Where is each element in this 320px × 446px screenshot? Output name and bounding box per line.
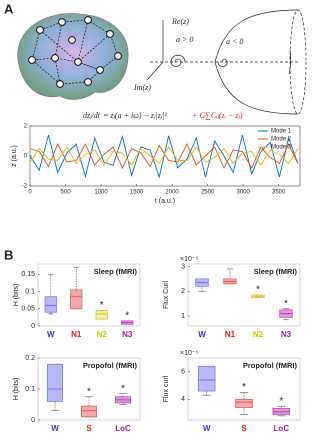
significance-marker: * [256,285,260,296]
x-tick-label: 2500 [201,190,215,196]
x-tick-label: LoC [274,424,290,433]
y-axis-label: H (bits) [13,378,20,401]
chart-title: Sleep (fMRI) [94,267,138,276]
y-tick-label: -2 [22,184,28,190]
annotation: a < 0 [226,37,243,46]
chart-title: Propofol (fMRI) [243,361,298,370]
equation: + G∑Cᵢⱼ(zᵢ − zⱼ) [192,111,243,120]
axis-exponent: ×10⁻⁵ [180,350,199,357]
y-tick-label: 2 [181,288,185,295]
y-tick-label: 0.1 [25,386,35,393]
x-tick-label: S [86,424,92,433]
equation: dzⱼ/dt [83,111,101,120]
y-tick-label: 0 [31,323,35,330]
box [80,405,97,418]
x-tick-label: N2 [97,330,108,339]
plot-frame [187,357,301,421]
y-tick-label: 4 [181,396,185,403]
significance-marker: * [125,310,129,321]
legend-label: Mode 3 [271,145,292,151]
brain-illustration [17,13,129,100]
axis-label: Im(z) [133,83,151,92]
x-tick-label: W [51,424,59,433]
panel-label: B [4,247,13,262]
plot-frame [37,263,141,327]
x-tick-label: W [47,330,55,339]
x-tick-label: 3000 [236,190,250,196]
axis-exponent: ×10⁻⁵ [180,256,199,263]
y-tick-label: 0.05 [21,306,35,313]
box [44,296,57,313]
significance-marker: * [279,396,283,407]
y-axis-label: Flux curl [163,375,170,402]
x-tick-label: N1 [225,330,236,339]
y-tick-label: 0.15 [21,271,35,278]
significance-marker: * [284,298,288,309]
y-axis-label: z (a.u.) [11,145,18,167]
complex-plane [146,9,307,115]
figure: A Re(z) Im(z) a > 0 a < 0 dzⱼ/dt = zⱼ(a … [4,1,307,433]
box [197,365,216,392]
significance-marker: * [121,383,125,394]
significance-marker: * [100,300,104,311]
legend-label: Mode 1 [271,129,292,135]
y-tick-label: 6 [181,369,185,376]
x-tick-label: 0 [28,190,32,196]
legend-label: Mode 2 [271,137,292,143]
box [46,363,63,402]
chart-title: Propofol (fMRI) [83,361,138,370]
plot-frame [187,263,301,327]
x-tick-label: 1500 [130,190,144,196]
box [70,289,83,310]
data-line [29,146,299,166]
x-tick-label: N3 [281,330,292,339]
y-tick-label: 0 [24,154,28,160]
x-tick-label: 500 [61,190,72,196]
x-tick-label: N1 [71,330,82,339]
x-tick-label: S [241,424,247,433]
x-tick-label: 1000 [94,190,108,196]
equation: = zⱼ(a + iω) − zⱼ|zⱼ|² [103,111,167,120]
axis-label: Re(z) [171,17,189,26]
y-tick-label: 3 [181,263,185,270]
significance-marker: * [87,386,91,397]
significance-marker: * [242,382,246,393]
x-tick-label: N3 [122,330,133,339]
chart-title: Sleep (fMRI) [254,267,298,276]
box [235,398,253,408]
y-tick-label: 1 [181,313,185,320]
data-line [29,134,299,179]
x-axis-label: t (a.u.) [155,198,175,205]
y-axis-label: H (bits) [13,284,20,307]
y-tick-label: 2 [24,124,28,130]
annotation: a > 0 [176,35,193,44]
x-tick-label: W [203,424,211,433]
y-tick-label: 0.1 [25,288,35,295]
y-tick-label: 0.2 [25,355,35,362]
x-tick-label: N2 [253,330,264,339]
y-tick-label: 0 [31,417,35,424]
x-tick-label: 2000 [165,190,179,196]
panel-label: A [4,1,14,16]
x-tick-label: W [198,330,206,339]
box [95,310,108,320]
x-tick-label: LoC [115,424,131,433]
x-tick-label: 3500 [272,190,286,196]
y-axis-label: Flux Curl [163,281,170,309]
